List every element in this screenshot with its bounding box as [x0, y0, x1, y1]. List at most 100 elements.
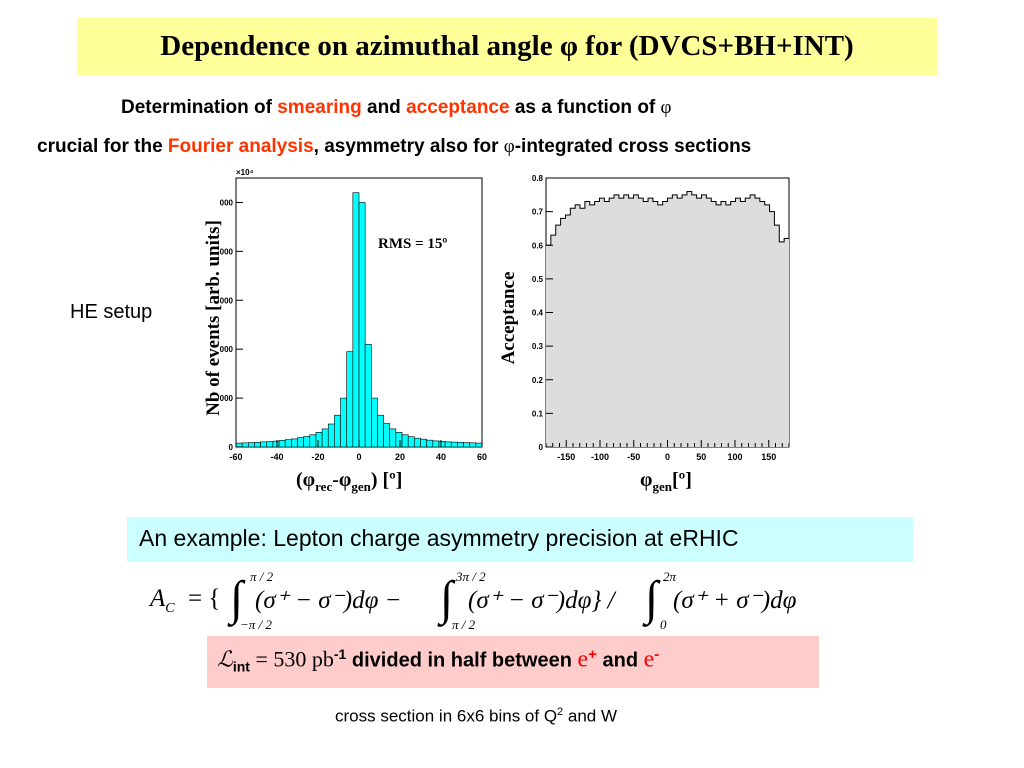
luminosity-symbol: ℒ — [217, 646, 233, 672]
y-tick-label: 000 — [220, 198, 234, 207]
footer-note: cross section in 6x6 bins of Q2 and W — [335, 706, 618, 726]
histogram-bar — [260, 441, 268, 448]
histogram-bar — [303, 436, 311, 448]
histogram-bar — [309, 434, 317, 448]
y-tick-label: 0.5 — [532, 275, 544, 284]
histogram-bar — [383, 423, 391, 448]
x-tick-label: -20 — [311, 452, 324, 462]
x-tick-label: -150 — [557, 452, 575, 462]
histogram-bar — [241, 442, 249, 448]
histogram-bar — [235, 442, 243, 448]
x-tick-label: -100 — [591, 452, 609, 462]
histogram-bar — [414, 437, 421, 448]
y-tick-label: 0.8 — [532, 174, 544, 183]
line1-post: as a function of — [509, 97, 661, 118]
example-banner: An example: Lepton charge asymmetry prec… — [127, 517, 913, 562]
x-tick-label: 100 — [727, 452, 742, 462]
acceptance-histogram: -150 -100 -50 0 50 100 150 0 0.1 0.2 0.3 0.4 0.5 0.6 0… — [498, 174, 790, 462]
luminosity-banner: ℒint = 530 pb-1 divided in half between … — [207, 636, 819, 688]
histogram-bar — [377, 414, 384, 448]
acceptance-fill — [546, 191, 789, 447]
x-tick-label: 0 — [665, 452, 670, 462]
integral-2-lower: π / 2 — [452, 617, 476, 632]
y-tick-label: 000 — [220, 394, 234, 403]
histogram-bar — [321, 428, 329, 448]
histogram-bar — [432, 440, 440, 448]
y-tick-label: 0 — [229, 443, 234, 452]
histogram-bar — [346, 351, 354, 448]
histogram-bar — [248, 442, 255, 448]
histogram-bar — [407, 436, 415, 448]
line2-end: -integrated cross sections — [514, 136, 752, 157]
histogram-bar — [444, 441, 452, 448]
integral-3-upper: 2π — [663, 569, 677, 584]
y-tick-label: 0.3 — [532, 342, 544, 351]
integral-2-upper: 3π / 2 — [456, 569, 486, 584]
smearing-acceptance-line: Determination of smearing and acceptance… — [121, 97, 672, 119]
formula-lhs: AC — [150, 585, 175, 616]
y-tick-label: 0.4 — [532, 309, 544, 318]
histogram-bar — [352, 192, 360, 448]
y-tick-label: 0.7 — [532, 208, 544, 217]
example-text: An example: Lepton charge asymmetry prec… — [139, 525, 739, 551]
x-tick-label: -60 — [229, 452, 242, 462]
integral-3-lower: 0 — [660, 617, 667, 632]
integral-1-lower: −π / 2 — [240, 617, 272, 632]
smearing-x-axis-label: (φrec-φgen) [º] — [296, 469, 403, 494]
histogram-bar — [340, 397, 347, 448]
histogram-bar — [401, 434, 409, 448]
histogram-bar — [475, 442, 483, 448]
integrand-3: (σ⁺ + σ⁻)dφ — [673, 587, 797, 614]
histogram-bar — [278, 440, 286, 448]
formula-equals: = { — [188, 585, 221, 612]
rms-annotation: RMS = 15º — [378, 236, 447, 252]
x-tick-label: 60 — [477, 452, 487, 462]
y-exponent-label: ×10⁴ — [236, 168, 254, 177]
phi-symbol: φ — [660, 97, 672, 118]
x-tick-label: -50 — [627, 452, 640, 462]
integral-2: ∫ — [440, 572, 454, 625]
histogram-bar — [457, 442, 464, 448]
x-tick-label: 150 — [761, 452, 776, 462]
acceptance-step-line — [546, 190, 789, 246]
title-banner: Dependence on azimuthal angle φ for (DVC… — [77, 18, 937, 75]
luminosity-text: ℒint = 530 pb-1 divided in half between … — [217, 646, 660, 675]
acceptance-highlight: acceptance — [406, 97, 510, 118]
integrand-1: (σ⁺ − σ⁻)dφ − — [255, 587, 402, 614]
acceptance-y-axis-label: Acceptance — [498, 272, 519, 365]
x-tick-label: 20 — [395, 452, 405, 462]
he-setup-label: HE setup — [70, 301, 153, 323]
y-tick-label: 0.2 — [532, 376, 544, 385]
histogram-bar — [438, 441, 446, 448]
histogram-bar — [364, 343, 372, 448]
histogram-bar — [420, 438, 427, 448]
y-tick-label: 000 — [220, 247, 234, 256]
x-tick-label: 0 — [356, 452, 361, 462]
histogram-bar — [463, 442, 470, 448]
phi-symbol: φ — [503, 136, 515, 157]
x-tick-label: -40 — [270, 452, 283, 462]
y-tick-label: 0 — [539, 443, 544, 452]
fourier-analysis-line: crucial for the Fourier analysis, asymme… — [37, 136, 751, 158]
electron-symbol: e — [643, 646, 655, 673]
smearing-highlight: smearing — [277, 97, 362, 118]
positron-symbol: e — [577, 646, 589, 673]
integrand-2: (σ⁺ − σ⁻)dφ} / — [468, 587, 615, 614]
histogram-bar — [327, 423, 335, 448]
histogram-bar — [334, 414, 341, 448]
histogram-bar — [315, 432, 323, 448]
smearing-y-axis-label: Nb of events [arb. units] — [203, 220, 224, 416]
x-tick-label: 50 — [696, 452, 706, 462]
line2-pre: crucial for the — [37, 136, 168, 157]
histogram-bar — [254, 442, 261, 448]
histogram-bar — [297, 437, 304, 448]
line1-mid: and — [361, 97, 407, 118]
histogram-bar — [291, 438, 298, 448]
x-tick-label: 40 — [436, 452, 446, 462]
fourier-highlight: Fourier analysis — [167, 136, 314, 157]
histogram-bar — [450, 441, 458, 448]
integral-3: ∫ — [645, 572, 659, 625]
histogram-bar — [395, 432, 403, 448]
